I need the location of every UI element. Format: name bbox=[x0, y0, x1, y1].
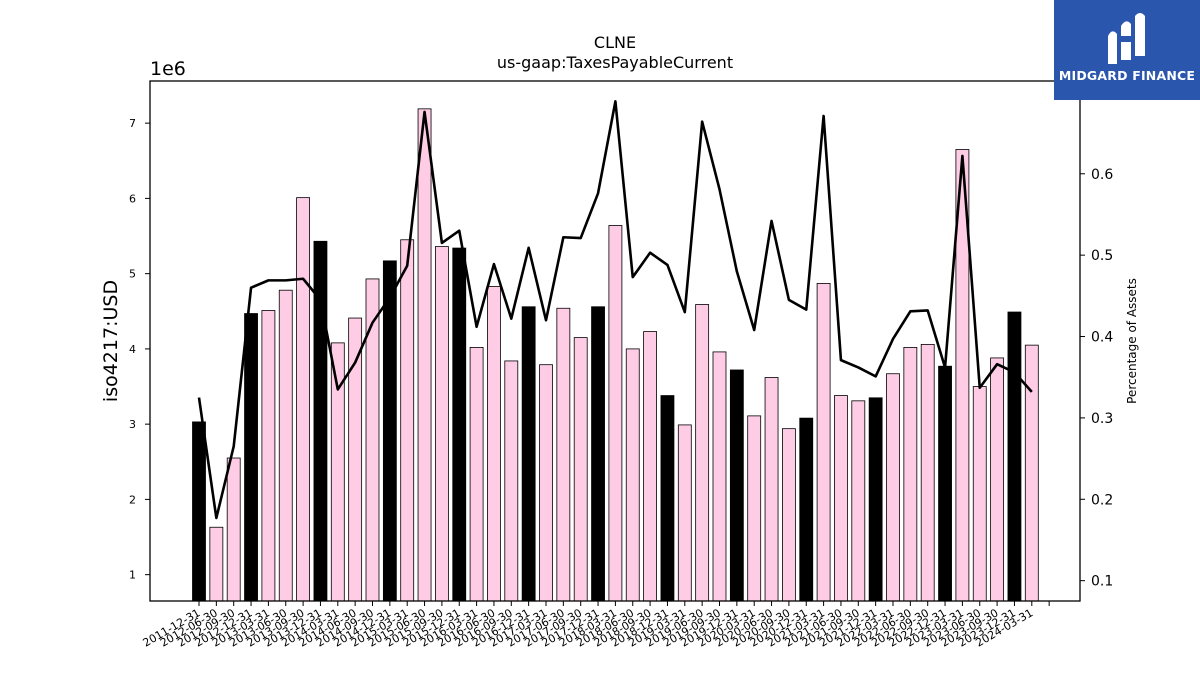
right-tick-label: 0.1 bbox=[1091, 574, 1113, 590]
bar-2013-03-31 bbox=[278, 289, 293, 602]
bar-2014-09-30 bbox=[382, 260, 397, 602]
bar-2020-09-30 bbox=[799, 417, 814, 602]
bar-2018-06-30 bbox=[643, 331, 657, 602]
bar-2020-06-30 bbox=[782, 428, 796, 602]
bar-2018-12-31 bbox=[677, 424, 692, 602]
bar-2023-09-30 bbox=[1007, 311, 1022, 602]
y2-axis-label: Percentage of Assets bbox=[1125, 278, 1139, 404]
bar-2015-12-31 bbox=[469, 346, 484, 602]
right-tick-label: 0.6 bbox=[1091, 167, 1113, 183]
brand-mark-icon bbox=[1108, 13, 1145, 64]
left-tick-label: 3 bbox=[129, 418, 136, 431]
bar-2012-12-31 bbox=[261, 310, 276, 602]
bar-2014-12-31 bbox=[400, 239, 415, 602]
bar-2019-12-31 bbox=[747, 415, 762, 602]
bar-2022-06-30 bbox=[920, 343, 935, 602]
bar-2012-03-31 bbox=[209, 526, 224, 602]
right-tick-label: 0.4 bbox=[1091, 330, 1113, 346]
bar-2019-06-30 bbox=[712, 351, 727, 602]
plot-frame bbox=[149, 80, 1081, 602]
bar-2013-06-30 bbox=[296, 197, 311, 602]
bar-2021-12-31 bbox=[886, 373, 900, 602]
bar-2019-09-30 bbox=[729, 369, 744, 602]
percentage-of-assets-line bbox=[197, 100, 1033, 520]
brand-name: MIDGARD FINANCE bbox=[1058, 68, 1196, 83]
bar-2016-03-31 bbox=[487, 286, 501, 602]
bar-2011-12-31 bbox=[192, 421, 206, 602]
bar-2015-03-31 bbox=[417, 108, 432, 602]
bar-2015-09-30 bbox=[452, 247, 467, 602]
left-tick-label: 6 bbox=[129, 192, 136, 205]
bar-2018-03-31 bbox=[625, 348, 640, 602]
brand-logo: MIDGARD FINANCE bbox=[1054, 0, 1200, 100]
bar-2023-03-31 bbox=[972, 386, 987, 602]
bar-2015-06-30 bbox=[434, 246, 449, 602]
left-tick-label: 2 bbox=[129, 493, 136, 506]
bar-2018-09-30 bbox=[660, 395, 675, 602]
bar-2017-09-30 bbox=[591, 306, 605, 602]
left-tick-label: 5 bbox=[129, 268, 136, 281]
right-tick-label: 0.3 bbox=[1091, 411, 1113, 427]
bar-2016-12-31 bbox=[539, 364, 553, 602]
bar-2021-09-30 bbox=[868, 397, 883, 602]
bar-2022-03-31 bbox=[903, 346, 918, 602]
bar-2021-06-30 bbox=[851, 400, 866, 602]
left-tick-label: 7 bbox=[129, 117, 136, 130]
bar-2019-03-31 bbox=[695, 304, 710, 602]
bar-2014-06-30 bbox=[365, 278, 380, 602]
y-axis-label: iso4217:USD bbox=[100, 280, 122, 402]
bar-2017-12-31 bbox=[608, 225, 623, 602]
bar-2016-09-30 bbox=[521, 306, 536, 602]
bar-2020-03-31 bbox=[764, 377, 779, 602]
bar-2022-09-30 bbox=[938, 365, 952, 602]
line-group bbox=[197, 100, 1033, 520]
left-tick-label: 4 bbox=[129, 343, 136, 356]
bar-2017-06-30 bbox=[573, 337, 588, 602]
bar-2023-06-30 bbox=[990, 357, 1004, 602]
bar-2017-03-31 bbox=[556, 307, 571, 602]
bar-2023-12-31 bbox=[1024, 344, 1039, 602]
left-axis-ticks: 1 2 3 4 5 6 7 bbox=[129, 117, 150, 582]
right-axis-ticks: 0.1 0.2 0.3 0.4 0.5 0.6 bbox=[1080, 167, 1113, 590]
x-axis-ticks: 2011-12-312012-06-302012-09-302012-12-31… bbox=[141, 601, 1050, 650]
bar-2016-06-30 bbox=[504, 360, 519, 602]
chart-title: CLNE bbox=[594, 33, 636, 52]
bar-2020-12-31 bbox=[816, 283, 831, 602]
bar-2012-06-30 bbox=[226, 457, 241, 602]
left-tick-label: 1 bbox=[129, 569, 136, 582]
bar-group bbox=[192, 108, 1039, 602]
right-tick-label: 0.2 bbox=[1091, 492, 1113, 508]
bar-2021-03-31 bbox=[834, 395, 848, 602]
chart-subtitle: us-gaap:TaxesPayableCurrent bbox=[497, 53, 733, 72]
y-offset-label: 1e6 bbox=[150, 58, 186, 80]
right-tick-label: 0.5 bbox=[1091, 248, 1113, 264]
bar-2012-09-30 bbox=[244, 313, 258, 602]
